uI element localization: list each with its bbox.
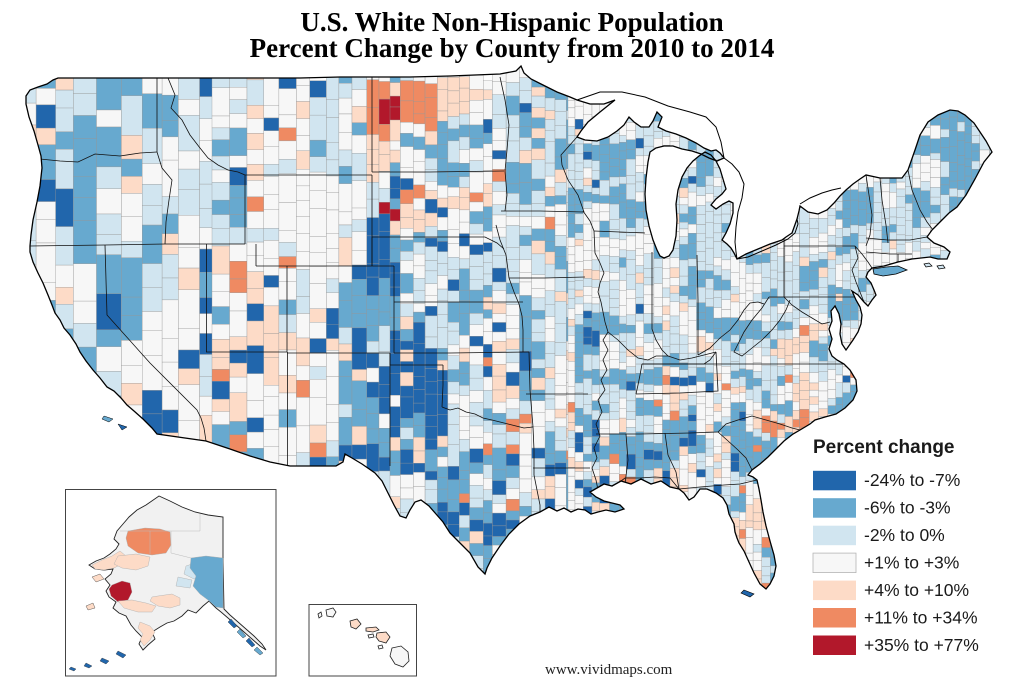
svg-text:+1% to +3%: +1% to +3% bbox=[864, 552, 959, 572]
svg-text:+4% to +10%: +4% to +10% bbox=[864, 580, 969, 600]
svg-text:Percent change: Percent change bbox=[813, 437, 955, 458]
svg-text:+35% to +77%: +35% to +77% bbox=[864, 635, 979, 655]
svg-text:-6% to -3%: -6% to -3% bbox=[864, 498, 951, 518]
svg-text:-24% to -7%: -24% to -7% bbox=[864, 470, 960, 490]
svg-text:+11% to +34%: +11% to +34% bbox=[864, 607, 978, 627]
svg-text:-2% to 0%: -2% to 0% bbox=[864, 525, 945, 545]
